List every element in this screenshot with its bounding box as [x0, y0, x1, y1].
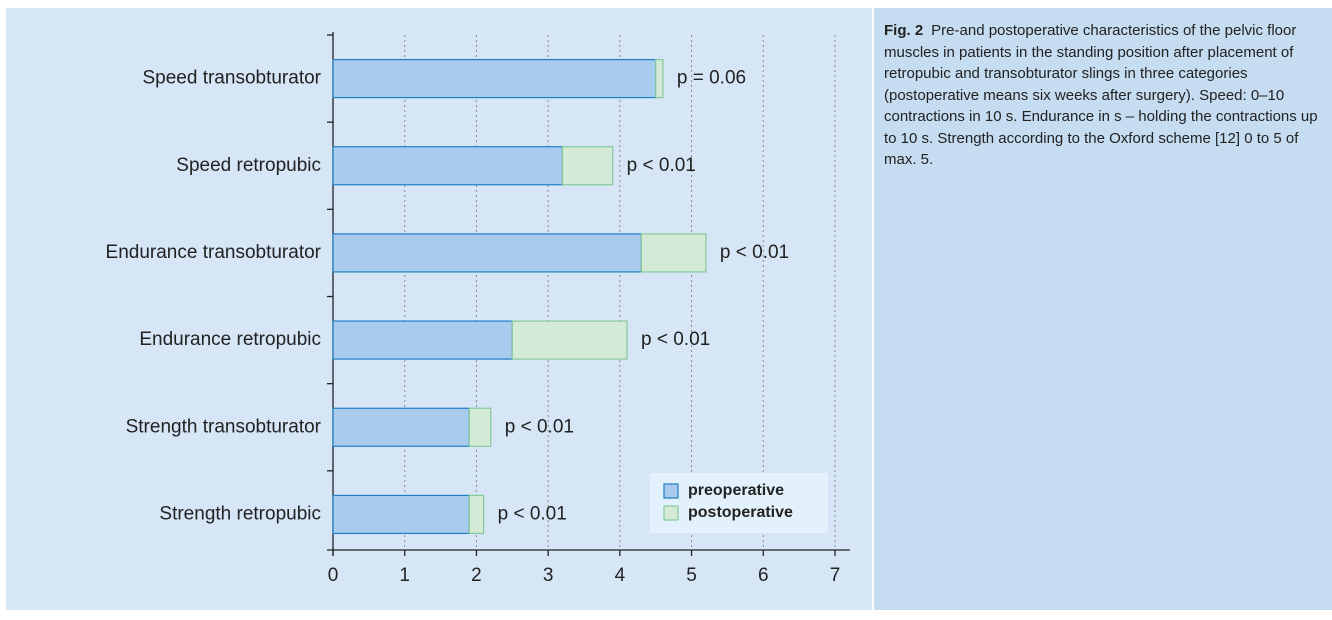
y-tick-label: Strength retropubic	[159, 503, 321, 524]
bar-segment	[332, 494, 470, 535]
annotation: p = 0.06	[677, 68, 746, 89]
bar-segment	[468, 407, 492, 447]
annotation: p < 0.01	[720, 242, 789, 263]
bar-segment	[332, 320, 513, 360]
annotation: p < 0.01	[498, 503, 567, 524]
x-tick-label: 0	[328, 565, 339, 586]
caption-text: Pre-and postoperative characteristics of…	[884, 22, 1318, 168]
y-tick-label: Endurance transobturator	[106, 242, 322, 263]
caption-panel: Fig. 2 Pre-and postoperative characterist…	[874, 8, 1332, 610]
bar-segment	[332, 146, 564, 186]
legend-swatch	[663, 483, 679, 499]
annotation: p < 0.01	[641, 329, 710, 350]
x-tick-label: 5	[686, 565, 697, 586]
bar-segment	[511, 320, 628, 360]
caption-label: Fig. 2	[884, 22, 924, 39]
x-tick-label: 3	[543, 565, 554, 586]
y-tick-label: Speed retropubic	[176, 155, 321, 176]
bar-segment	[561, 146, 614, 186]
annotation: p < 0.01	[505, 416, 574, 437]
legend-label: preoperative	[688, 482, 784, 499]
legend-label: postoperative	[688, 504, 793, 521]
y-tick-label: Endurance retropubic	[139, 329, 321, 350]
y-tick-label: Speed transobturator	[142, 68, 321, 89]
x-tick-label: 7	[830, 565, 841, 586]
y-tick-label: Strength transobturator	[126, 416, 322, 437]
legend-swatch	[663, 505, 679, 521]
chart: 0 1 2 3 4 5 6 7 Speed transobturator p = 0.06 Spee…	[106, 32, 850, 586]
bar-segment	[468, 494, 485, 535]
x-tick-label: 6	[758, 565, 769, 586]
x-tick-label: 1	[399, 565, 410, 586]
bar-segment	[332, 58, 657, 99]
x-tick-label: 4	[615, 565, 626, 586]
bar-segment	[332, 233, 642, 273]
legend-box	[650, 473, 828, 533]
bar-segment	[655, 58, 664, 99]
bar-segment	[332, 407, 470, 447]
bar-segment	[640, 233, 707, 273]
x-tick-label: 2	[471, 565, 482, 586]
caption: Fig. 2 Pre-and postoperative characterist…	[884, 20, 1324, 171]
annotation: p < 0.01	[627, 155, 696, 176]
